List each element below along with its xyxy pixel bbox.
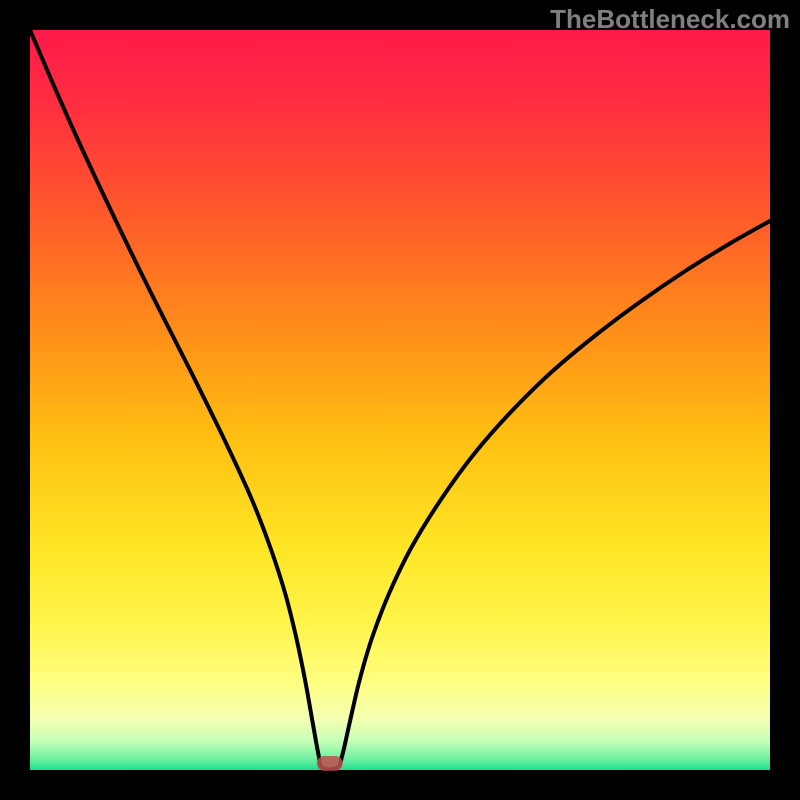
plot-area <box>30 30 770 770</box>
optimal-marker <box>317 756 343 771</box>
bottleneck-chart <box>0 0 800 800</box>
chart-container: TheBottleneck.com <box>0 0 800 800</box>
watermark-text: TheBottleneck.com <box>550 4 790 35</box>
